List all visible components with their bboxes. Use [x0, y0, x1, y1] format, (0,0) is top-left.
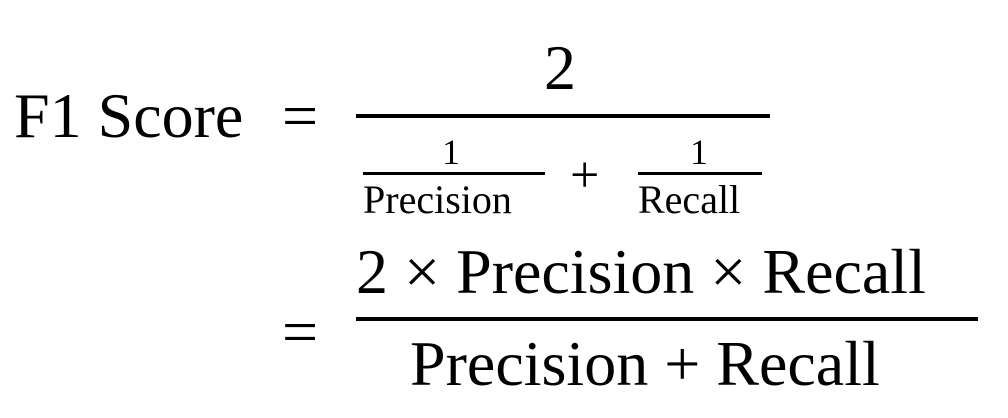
simplified-fraction-bar [356, 317, 978, 321]
fraction-numerator: 2 [544, 32, 576, 103]
recall-term-numerator: 1 [690, 132, 708, 172]
precision-term-bar [363, 172, 545, 175]
precision-term-denominator: Precision [363, 177, 512, 222]
recall-term-denominator: Recall [638, 177, 741, 222]
fraction-bar [356, 114, 770, 118]
recall-term-bar [638, 172, 762, 175]
simplified-denominator: Precision + Recall [410, 328, 880, 399]
equals-sign: = [282, 80, 319, 151]
second-equals-sign: = [282, 296, 319, 367]
equation-lhs: F1 Score [14, 80, 244, 151]
simplified-numerator: 2 × Precision × Recall [356, 236, 926, 307]
precision-term-numerator: 1 [442, 132, 460, 172]
plus-sign: + [570, 147, 600, 204]
